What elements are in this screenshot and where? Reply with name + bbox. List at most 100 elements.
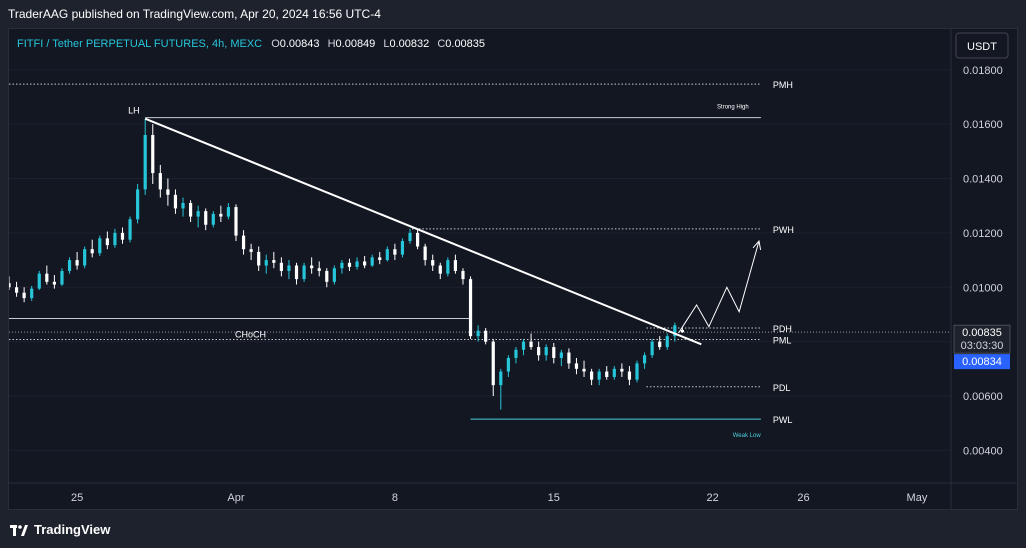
time-axis[interactable]: 25 Apr 8 15 22 26 May: [71, 492, 928, 504]
candle-body: [75, 260, 79, 266]
candle-body: [484, 330, 488, 342]
candle-body: [665, 336, 669, 348]
candle-body: [325, 270, 329, 282]
candle-body: [234, 207, 238, 236]
candle-body: [385, 249, 389, 261]
candle-body: [415, 232, 420, 247]
candle-body: [680, 329, 684, 333]
candle-body: [582, 368, 586, 372]
candle-body: [491, 341, 495, 386]
svg-text:FITFI / Tether PERPETUAL FUTUR: FITFI / Tether PERPETUAL FUTURES, 4h, ME…: [17, 38, 485, 50]
candle-body: [506, 357, 510, 372]
candle-body: [128, 219, 132, 240]
tradingview-brand[interactable]: TradingView: [10, 522, 110, 537]
close-label: C: [437, 38, 445, 50]
candle-body: [370, 257, 374, 266]
candle-body: [605, 371, 609, 377]
chart-frame: PMH Strong High PWH CHoCH PDH PML PDL PWL LH Weak…: [8, 28, 1018, 510]
candle-body: [98, 238, 102, 254]
symbol-legend: FITFI / Tether PERPETUAL FUTURES, 4h, ME…: [17, 38, 485, 50]
candle-body: [105, 238, 109, 246]
candle-body: [529, 341, 533, 348]
candle-body: [597, 371, 601, 380]
projection-path: [678, 240, 760, 334]
bar-countdown: 03:03:30: [961, 340, 1004, 352]
candle-body: [113, 232, 117, 246]
candle-body: [287, 265, 291, 271]
candle-body: [612, 368, 616, 377]
candle-body: [67, 260, 72, 271]
candle-body: [673, 325, 677, 337]
price-axis[interactable]: 0.01800 0.01600 0.01400 0.01200 0.01000 0.008…: [963, 65, 1003, 458]
candle-body: [446, 260, 450, 274]
candle-body: [363, 261, 367, 266]
candle-body: [453, 260, 458, 271]
candle-body: [52, 281, 56, 285]
time-tick-label: 25: [71, 492, 83, 504]
projection-arrowhead: [752, 239, 762, 250]
level-label: PWH: [773, 225, 794, 235]
candle-body: [264, 260, 268, 266]
candle-body: [499, 371, 503, 386]
candle-body: [181, 202, 185, 209]
open-label: O: [271, 38, 280, 50]
high-label: H: [328, 38, 336, 50]
candle-body: [310, 265, 314, 269]
price-tick-label: 0.01600: [963, 119, 1003, 131]
low-value: 0.00832: [389, 38, 429, 50]
candle-body: [658, 341, 662, 348]
level-label: PDL: [773, 383, 791, 393]
chart-annotation: LH: [128, 105, 140, 115]
candle-body: [30, 288, 34, 299]
candle-body: [355, 261, 359, 267]
candle-body: [120, 232, 125, 240]
candle-body: [642, 355, 647, 364]
grid: [9, 69, 951, 451]
open-value: 0.00843: [280, 38, 320, 50]
candle-body: [14, 287, 19, 293]
price-tick-label: 0.01800: [963, 65, 1003, 77]
candle-body: [272, 260, 276, 263]
candles: [9, 118, 684, 410]
candle-body: [90, 249, 94, 254]
levels: [9, 83, 951, 420]
time-tick-label: Apr: [227, 492, 244, 504]
candle-body: [151, 135, 155, 174]
trendline: [144, 117, 702, 346]
candle-body: [438, 265, 442, 274]
candle-body: [196, 211, 200, 217]
price-tick-label: 0.00400: [963, 445, 1003, 457]
brand-name: TradingView: [34, 522, 111, 537]
candle-body: [340, 262, 344, 269]
price-tick-label: 0.00600: [963, 391, 1003, 403]
level-label: PDH: [773, 324, 792, 334]
candle-body: [226, 207, 231, 217]
candle-body: [544, 347, 548, 356]
level-label: CHoCH: [235, 330, 266, 340]
publisher-text: TraderAAG published on TradingView.com, …: [8, 7, 381, 21]
tradingview-logo-icon: [10, 524, 28, 536]
candle-body: [393, 249, 397, 255]
candle-body: [45, 273, 49, 282]
candle-body: [461, 270, 465, 280]
time-tick-label: 26: [797, 492, 809, 504]
level-label: PMH: [773, 80, 793, 90]
symbol-title: FITFI / Tether PERPETUAL FUTURES, 4h, ME…: [17, 38, 262, 50]
price-tick-label: 0.01400: [963, 174, 1003, 186]
candle-body: [574, 363, 579, 369]
candle-body: [431, 260, 435, 266]
candle-body: [552, 347, 556, 358]
candle-body: [83, 249, 87, 266]
currency-label: USDT: [967, 41, 997, 53]
candle-body: [408, 232, 412, 242]
candle-body: [173, 194, 178, 209]
currency-button[interactable]: USDT: [955, 32, 1009, 59]
drawings: [144, 117, 762, 346]
candle-body: [635, 363, 639, 380]
close-value: 0.00835: [445, 38, 485, 50]
level-label: PML: [773, 335, 792, 345]
footer: TradingView: [0, 512, 1026, 548]
level-label: PWL: [773, 415, 793, 425]
